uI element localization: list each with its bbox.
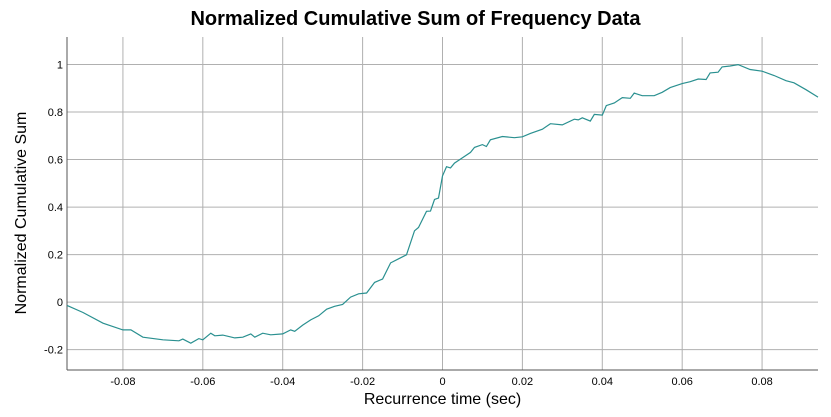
x-tick-label: 0	[439, 376, 445, 388]
y-tick-label: -0.2	[44, 345, 63, 357]
y-tick-label: 0.8	[48, 107, 63, 119]
x-tick-label: 0.08	[751, 376, 772, 388]
y-tick-label: 0.4	[48, 202, 63, 214]
y-tick-label: 1	[57, 60, 63, 72]
x-tick-label: 0.02	[512, 376, 533, 388]
x-tick-label: 0.06	[671, 376, 692, 388]
data-line	[66, 63, 819, 344]
y-tick-label: 0	[57, 297, 63, 309]
x-axis-label: Recurrence time (sec)	[363, 391, 522, 408]
x-tick-label: -0.08	[110, 376, 135, 388]
x-tick-label: 0.04	[592, 376, 613, 388]
y-tick-label: 0.2	[48, 250, 63, 262]
chart-title: Normalized Cumulative Sum of Frequency D…	[190, 8, 641, 30]
x-tick-label: -0.04	[270, 376, 295, 388]
y-tick-label: 0.6	[48, 155, 63, 167]
x-tick-label: -0.06	[190, 376, 215, 388]
x-tick-label: -0.02	[350, 376, 375, 388]
